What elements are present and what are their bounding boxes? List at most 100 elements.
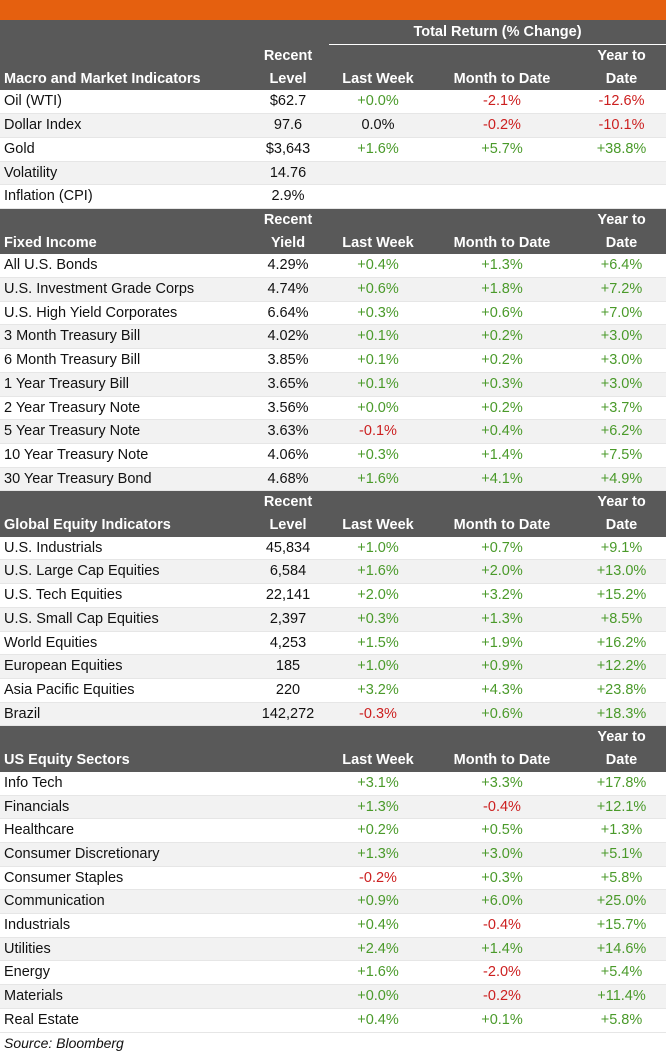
row-level bbox=[247, 771, 329, 796]
row-level bbox=[247, 913, 329, 938]
row-name: 3 Month Treasury Bill bbox=[0, 324, 247, 350]
row-level bbox=[247, 960, 329, 986]
row-name: Communication bbox=[0, 889, 247, 915]
header-blank bbox=[427, 44, 577, 68]
header-blank bbox=[0, 20, 247, 45]
table-row: Financials +1.3% -0.4% +12.1% bbox=[0, 795, 666, 820]
row-mtd: -0.2% bbox=[427, 113, 577, 138]
table-row: 30 Year Treasury Bond 4.68% +1.6% +4.1% +4.9… bbox=[0, 467, 666, 492]
row-name: U.S. Large Cap Equities bbox=[0, 559, 247, 585]
row-mtd: +0.1% bbox=[427, 1008, 577, 1033]
row-mtd: +3.2% bbox=[427, 583, 577, 608]
header-blank bbox=[0, 490, 247, 515]
row-name: All U.S. Bonds bbox=[0, 254, 247, 279]
row-level: 4,253 bbox=[247, 631, 329, 656]
row-week: +0.4% bbox=[329, 913, 427, 938]
row-mtd: +1.4% bbox=[427, 937, 577, 962]
header-blank bbox=[427, 208, 577, 232]
row-mtd: +0.6% bbox=[427, 702, 577, 727]
row-name: 5 Year Treasury Note bbox=[0, 419, 247, 444]
ytd-header: Date bbox=[577, 749, 666, 772]
row-level: 4.74% bbox=[247, 277, 329, 302]
row-level: $3,643 bbox=[247, 137, 329, 162]
row-level: 14.76 bbox=[247, 161, 329, 186]
row-ytd: -10.1% bbox=[577, 113, 666, 138]
row-name: U.S. Investment Grade Corps bbox=[0, 277, 247, 302]
row-week bbox=[329, 161, 427, 186]
row-mtd: +0.3% bbox=[427, 372, 577, 397]
table-row: U.S. Large Cap Equities 6,584 +1.6% +2.0% +1… bbox=[0, 559, 666, 585]
row-week: +1.6% bbox=[329, 137, 427, 162]
row-ytd: +3.0% bbox=[577, 348, 666, 373]
row-mtd: +0.5% bbox=[427, 818, 577, 843]
table-row: All U.S. Bonds 4.29% +0.4% +1.3% +6.4% bbox=[0, 254, 666, 279]
row-name: 1 Year Treasury Bill bbox=[0, 372, 247, 397]
row-ytd: +1.3% bbox=[577, 818, 666, 843]
row-week: +3.1% bbox=[329, 771, 427, 796]
section-header-row: Year to bbox=[0, 725, 666, 750]
row-ytd: +13.0% bbox=[577, 559, 666, 585]
row-week: -0.1% bbox=[329, 419, 427, 444]
ytd-header: Date bbox=[577, 514, 666, 537]
row-week: +1.6% bbox=[329, 467, 427, 492]
header-blank bbox=[427, 725, 577, 750]
table-row: U.S. Investment Grade Corps 4.74% +0.6% +1.… bbox=[0, 277, 666, 302]
section-title: Global Equity Indicators bbox=[0, 514, 247, 537]
row-level bbox=[247, 1008, 329, 1033]
row-level bbox=[247, 937, 329, 962]
row-week: +0.2% bbox=[329, 818, 427, 843]
row-level: 220 bbox=[247, 678, 329, 703]
row-level: 3.85% bbox=[247, 348, 329, 373]
row-mtd: +0.3% bbox=[427, 866, 577, 891]
row-week: +0.0% bbox=[329, 984, 427, 1009]
row-mtd: +1.9% bbox=[427, 631, 577, 656]
row-ytd bbox=[577, 184, 666, 209]
table-row: 1 Year Treasury Bill 3.65% +0.1% +0.3% +3.0% bbox=[0, 372, 666, 397]
section-header-row: Recent Year to bbox=[0, 208, 666, 232]
row-week: +0.0% bbox=[329, 396, 427, 421]
row-level: 97.6 bbox=[247, 113, 329, 138]
header-blank bbox=[247, 20, 329, 45]
row-mtd: +2.0% bbox=[427, 559, 577, 585]
row-week: -0.3% bbox=[329, 702, 427, 727]
row-week: +1.3% bbox=[329, 842, 427, 867]
row-name: World Equities bbox=[0, 631, 247, 656]
row-mtd: +0.2% bbox=[427, 396, 577, 421]
row-mtd: +0.2% bbox=[427, 324, 577, 350]
row-name: Consumer Staples bbox=[0, 866, 247, 891]
table-row: Consumer Discretionary +1.3% +3.0% +5.1% bbox=[0, 842, 666, 867]
row-level: $62.7 bbox=[247, 90, 329, 115]
row-mtd: +1.8% bbox=[427, 277, 577, 302]
row-name: U.S. Tech Equities bbox=[0, 583, 247, 608]
table-row: 2 Year Treasury Note 3.56% +0.0% +0.2% +3.7% bbox=[0, 396, 666, 421]
row-mtd: +3.3% bbox=[427, 771, 577, 796]
row-ytd: +4.9% bbox=[577, 467, 666, 492]
section-header-row: Recent Year to bbox=[0, 44, 666, 68]
row-week: +0.6% bbox=[329, 277, 427, 302]
row-ytd bbox=[577, 161, 666, 186]
row-week: +0.1% bbox=[329, 348, 427, 373]
level-header: Level bbox=[247, 67, 329, 91]
table-row: Asia Pacific Equities 220 +3.2% +4.3% +23.8% bbox=[0, 678, 666, 703]
mtd-header: Month to Date bbox=[427, 514, 577, 537]
row-ytd: +6.2% bbox=[577, 419, 666, 444]
row-ytd: +11.4% bbox=[577, 984, 666, 1009]
row-mtd: +4.1% bbox=[427, 467, 577, 492]
table-row: Inflation (CPI) 2.9% bbox=[0, 184, 666, 209]
row-ytd: +7.0% bbox=[577, 301, 666, 326]
row-mtd: +6.0% bbox=[427, 889, 577, 915]
row-level: 3.65% bbox=[247, 372, 329, 397]
ytd-header: Date bbox=[577, 67, 666, 91]
ytd-header: Year to bbox=[577, 44, 666, 68]
row-ytd: +18.3% bbox=[577, 702, 666, 727]
row-week: 0.0% bbox=[329, 113, 427, 138]
table-row: Utilities +2.4% +1.4% +14.6% bbox=[0, 937, 666, 962]
row-name: 30 Year Treasury Bond bbox=[0, 467, 247, 492]
level-header bbox=[247, 749, 329, 772]
row-ytd: +3.0% bbox=[577, 324, 666, 350]
ytd-header: Date bbox=[577, 231, 666, 255]
week-header: Last Week bbox=[329, 231, 427, 255]
header-blank bbox=[0, 208, 247, 232]
row-level bbox=[247, 818, 329, 843]
row-mtd bbox=[427, 184, 577, 209]
